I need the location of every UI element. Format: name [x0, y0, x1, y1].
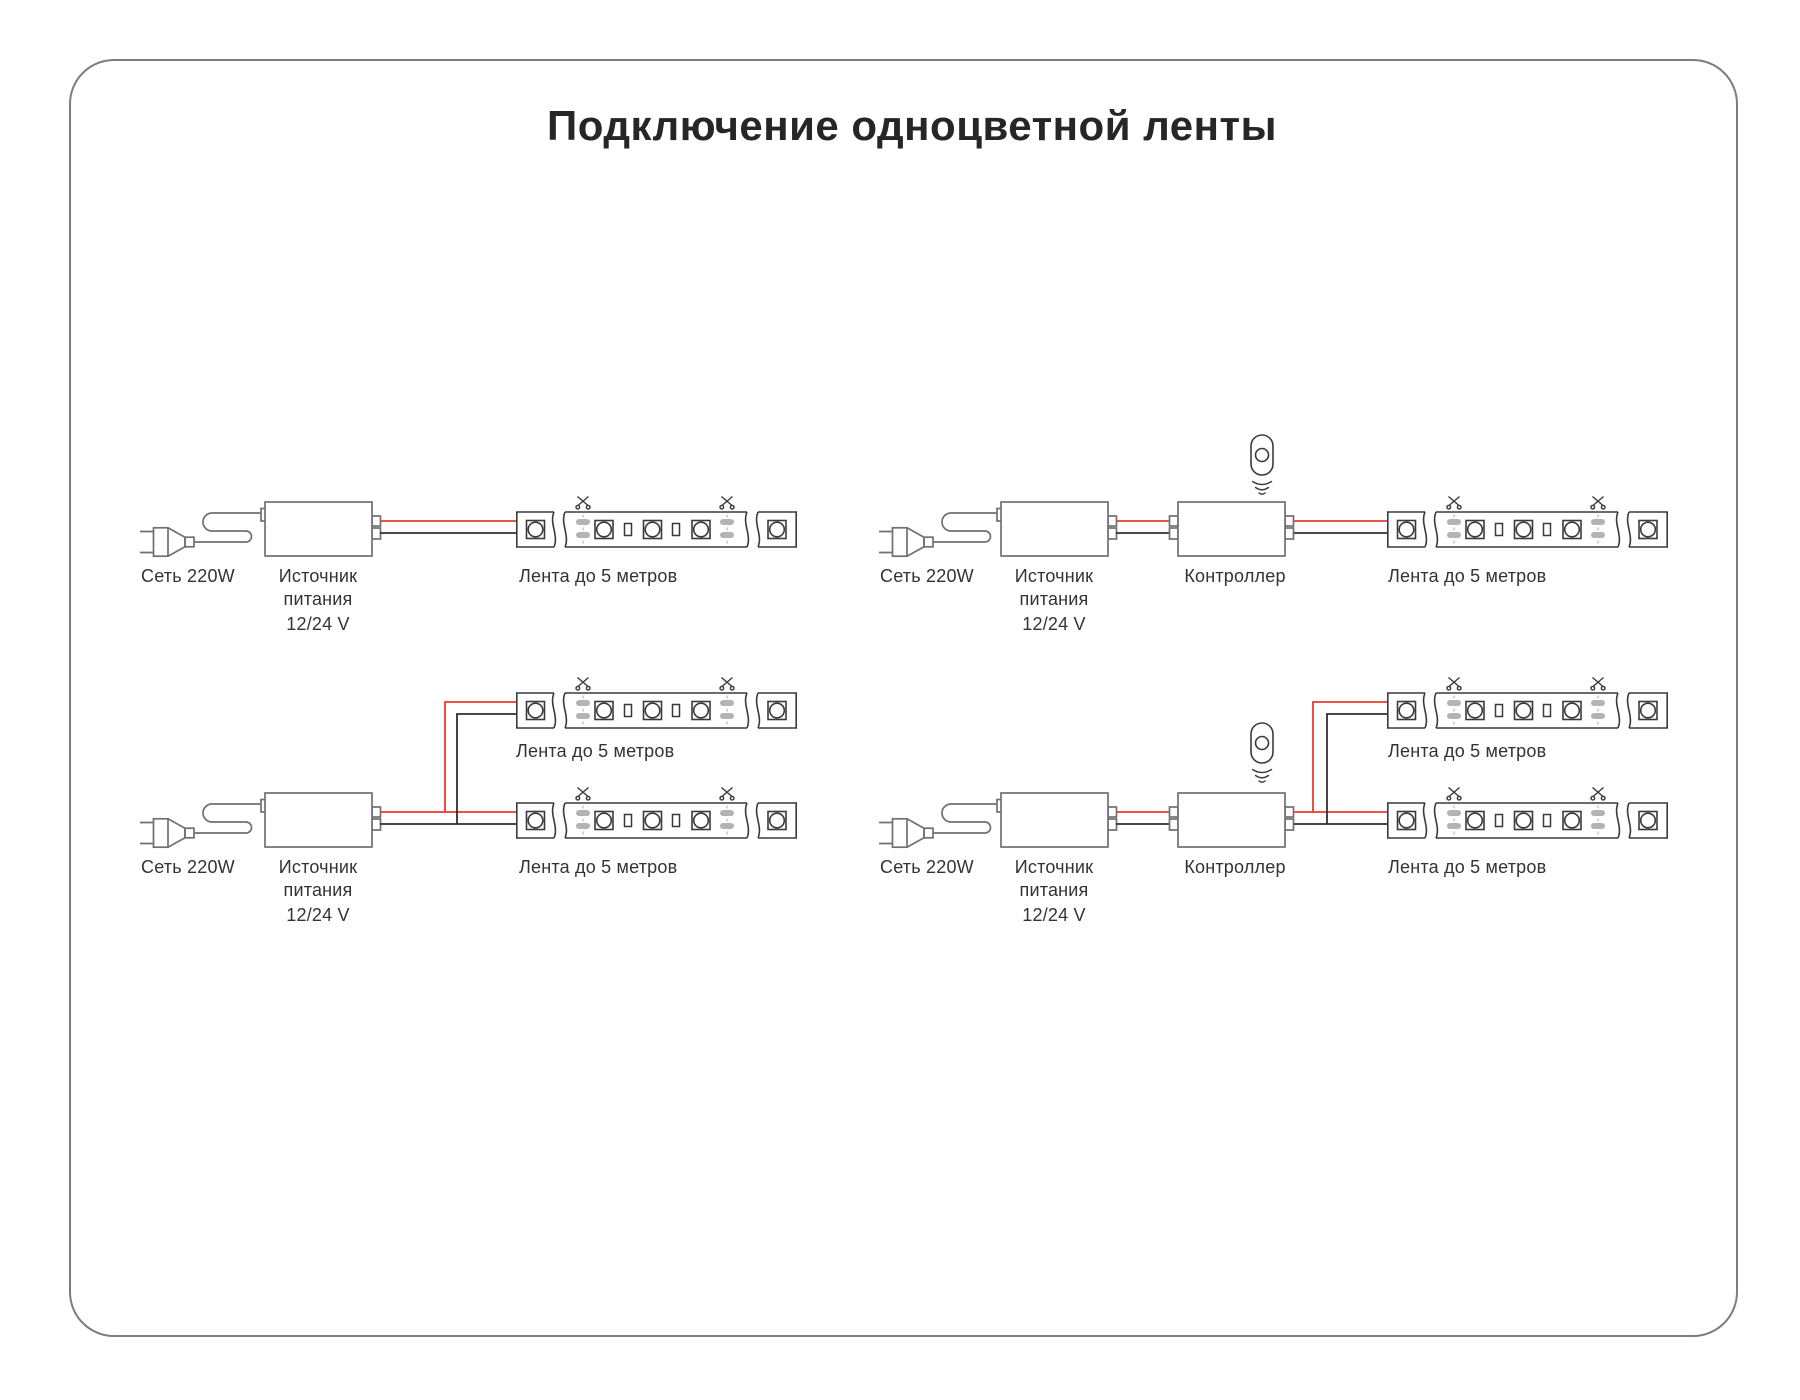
- net-label: Сеть 220W: [880, 566, 974, 586]
- psu-label-line1: Источник: [278, 857, 358, 877]
- red-wire: [380, 701, 516, 813]
- diagram-bottom-left: [139, 678, 796, 849]
- power-cord: [933, 803, 1000, 834]
- controller-label: Контроллер: [1184, 857, 1286, 877]
- psu-voltage-label: 12/24 V: [286, 905, 350, 925]
- red-wire: [1294, 701, 1387, 813]
- black-wire: [380, 713, 516, 825]
- strip-label: Лента до 5 метров: [519, 857, 678, 877]
- power-cord: [933, 512, 1000, 543]
- net-label: Сеть 220W: [141, 857, 235, 877]
- psu-label-line1: Источник: [278, 566, 358, 586]
- strip-label: Лента до 5 метров: [1388, 857, 1547, 877]
- psu-voltage-label: 12/24 V: [1022, 614, 1086, 634]
- strip-label: Лента до 5 метров: [1388, 741, 1547, 761]
- diagram-top-right: [878, 434, 1667, 558]
- psu-label-line2: питания: [1019, 880, 1089, 900]
- psu-voltage-label: 12/24 V: [286, 614, 350, 634]
- psu-label-line2: питания: [1019, 589, 1089, 609]
- controller-label: Контроллер: [1184, 566, 1286, 586]
- power-cord: [194, 803, 262, 834]
- border-frame: [69, 59, 1738, 1337]
- strip-label: Лента до 5 метров: [1388, 566, 1547, 586]
- psu-label-line1: Источник: [1014, 566, 1094, 586]
- psu-label-line2: питания: [283, 880, 353, 900]
- psu-label-line1: Источник: [1014, 857, 1094, 877]
- psu-label-line2: питания: [283, 589, 353, 609]
- psu-voltage-label: 12/24 V: [1022, 905, 1086, 925]
- page-title: Подключение одноцветной ленты: [547, 102, 1277, 149]
- diagram-top-left: [139, 497, 796, 558]
- black-wire: [1294, 713, 1387, 825]
- power-cord: [194, 512, 262, 543]
- strip-label: Лента до 5 метров: [519, 566, 678, 586]
- net-label: Сеть 220W: [141, 566, 235, 586]
- net-label: Сеть 220W: [880, 857, 974, 877]
- strip-label: Лента до 5 метров: [516, 741, 675, 761]
- diagram-bottom-right: [878, 678, 1667, 849]
